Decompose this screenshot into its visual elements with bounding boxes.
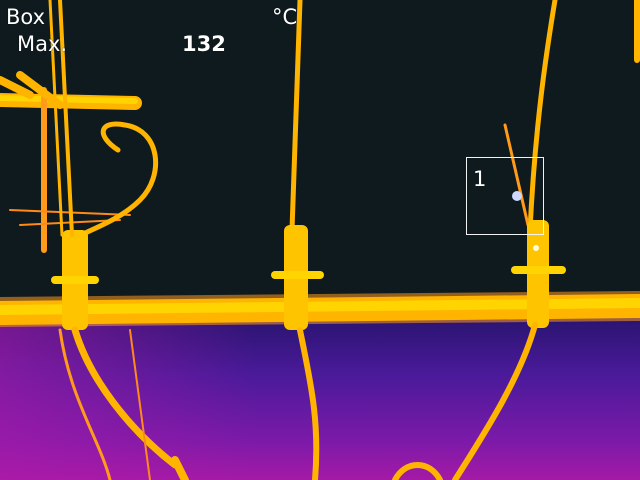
measurement-mode-label: Box: [6, 5, 46, 29]
max-temperature-value: 132: [182, 32, 226, 56]
hotspot: [512, 191, 522, 201]
temperature-unit: °C: [272, 5, 298, 29]
statistic-label: Max.: [17, 32, 68, 56]
loop-cable: [67, 121, 158, 243]
measurement-box-label: 1: [473, 167, 487, 191]
right-conductor: [527, 0, 558, 233]
ground-side-glow: [0, 318, 640, 480]
measurement-box[interactable]: 1: [466, 157, 544, 235]
middle-conductor: [289, 0, 303, 233]
